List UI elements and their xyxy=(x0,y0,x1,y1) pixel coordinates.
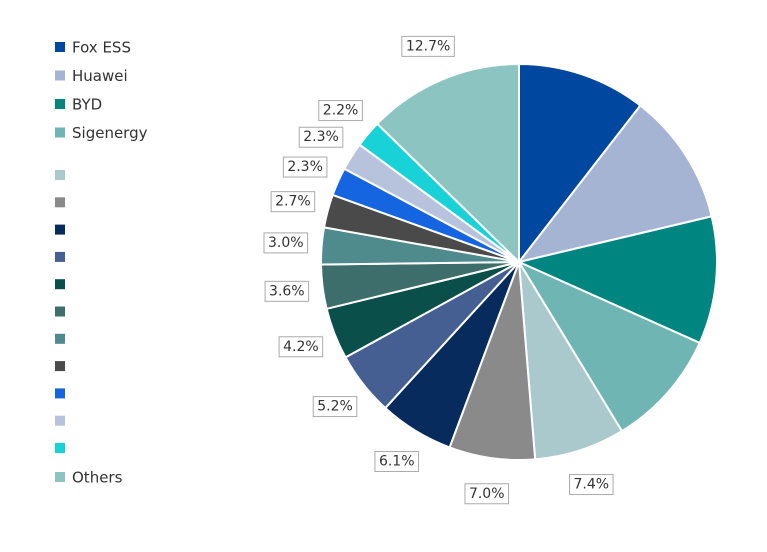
legend-marker xyxy=(55,306,65,317)
legend-marker xyxy=(55,415,65,426)
legend-label: Others xyxy=(72,469,123,487)
data-label: 5.2% xyxy=(317,399,353,415)
data-label-box xyxy=(278,336,324,358)
data-label-box xyxy=(464,483,510,505)
legend-marker xyxy=(55,279,65,290)
legend-marker xyxy=(55,224,65,235)
legend-marker xyxy=(55,99,65,109)
data-label: 6.1% xyxy=(379,454,415,470)
data-label-box xyxy=(270,191,316,213)
pie-slice xyxy=(518,62,642,265)
data-label-box xyxy=(312,396,358,418)
data-label: 12.7% xyxy=(406,38,450,54)
legend-marker xyxy=(55,361,65,372)
data-label: 2.2% xyxy=(323,103,359,119)
data-label: 7.0% xyxy=(469,486,505,502)
legend-marker xyxy=(55,42,65,52)
data-label-box xyxy=(569,474,614,496)
legend-marker xyxy=(55,127,65,138)
data-label: 2.7% xyxy=(275,194,311,210)
data-label: 2.3% xyxy=(287,159,323,175)
legend-marker xyxy=(55,388,65,399)
legend-marker xyxy=(55,443,65,453)
pie-slice xyxy=(516,104,713,264)
data-label-box xyxy=(263,232,309,254)
data-label: 4.2% xyxy=(283,339,319,355)
legend-marker xyxy=(55,251,65,262)
data-label: 3.6% xyxy=(269,283,305,299)
data-label-box xyxy=(298,126,344,148)
data-label-box xyxy=(282,156,328,178)
data-label-box xyxy=(374,451,420,473)
legend-marker xyxy=(55,472,65,482)
legend-marker xyxy=(55,170,65,180)
legend-label: Fox ESS xyxy=(72,39,131,57)
pie-slice xyxy=(515,215,718,345)
legend-label: Sigenergy xyxy=(72,124,148,142)
legend-label: BYD xyxy=(72,96,102,114)
data-label-box xyxy=(264,280,310,302)
legend-marker xyxy=(55,197,65,208)
legend-marker xyxy=(55,70,65,81)
data-label: 2.3% xyxy=(303,129,339,145)
data-label-box xyxy=(401,35,455,57)
data-label: 3.0% xyxy=(268,235,304,251)
pie-slice xyxy=(516,259,702,433)
data-label-box xyxy=(318,100,363,122)
pie-slice xyxy=(375,62,520,265)
data-label: 7.4% xyxy=(574,477,610,493)
legend-marker xyxy=(55,333,65,344)
legend-label: Huawei xyxy=(72,67,128,85)
